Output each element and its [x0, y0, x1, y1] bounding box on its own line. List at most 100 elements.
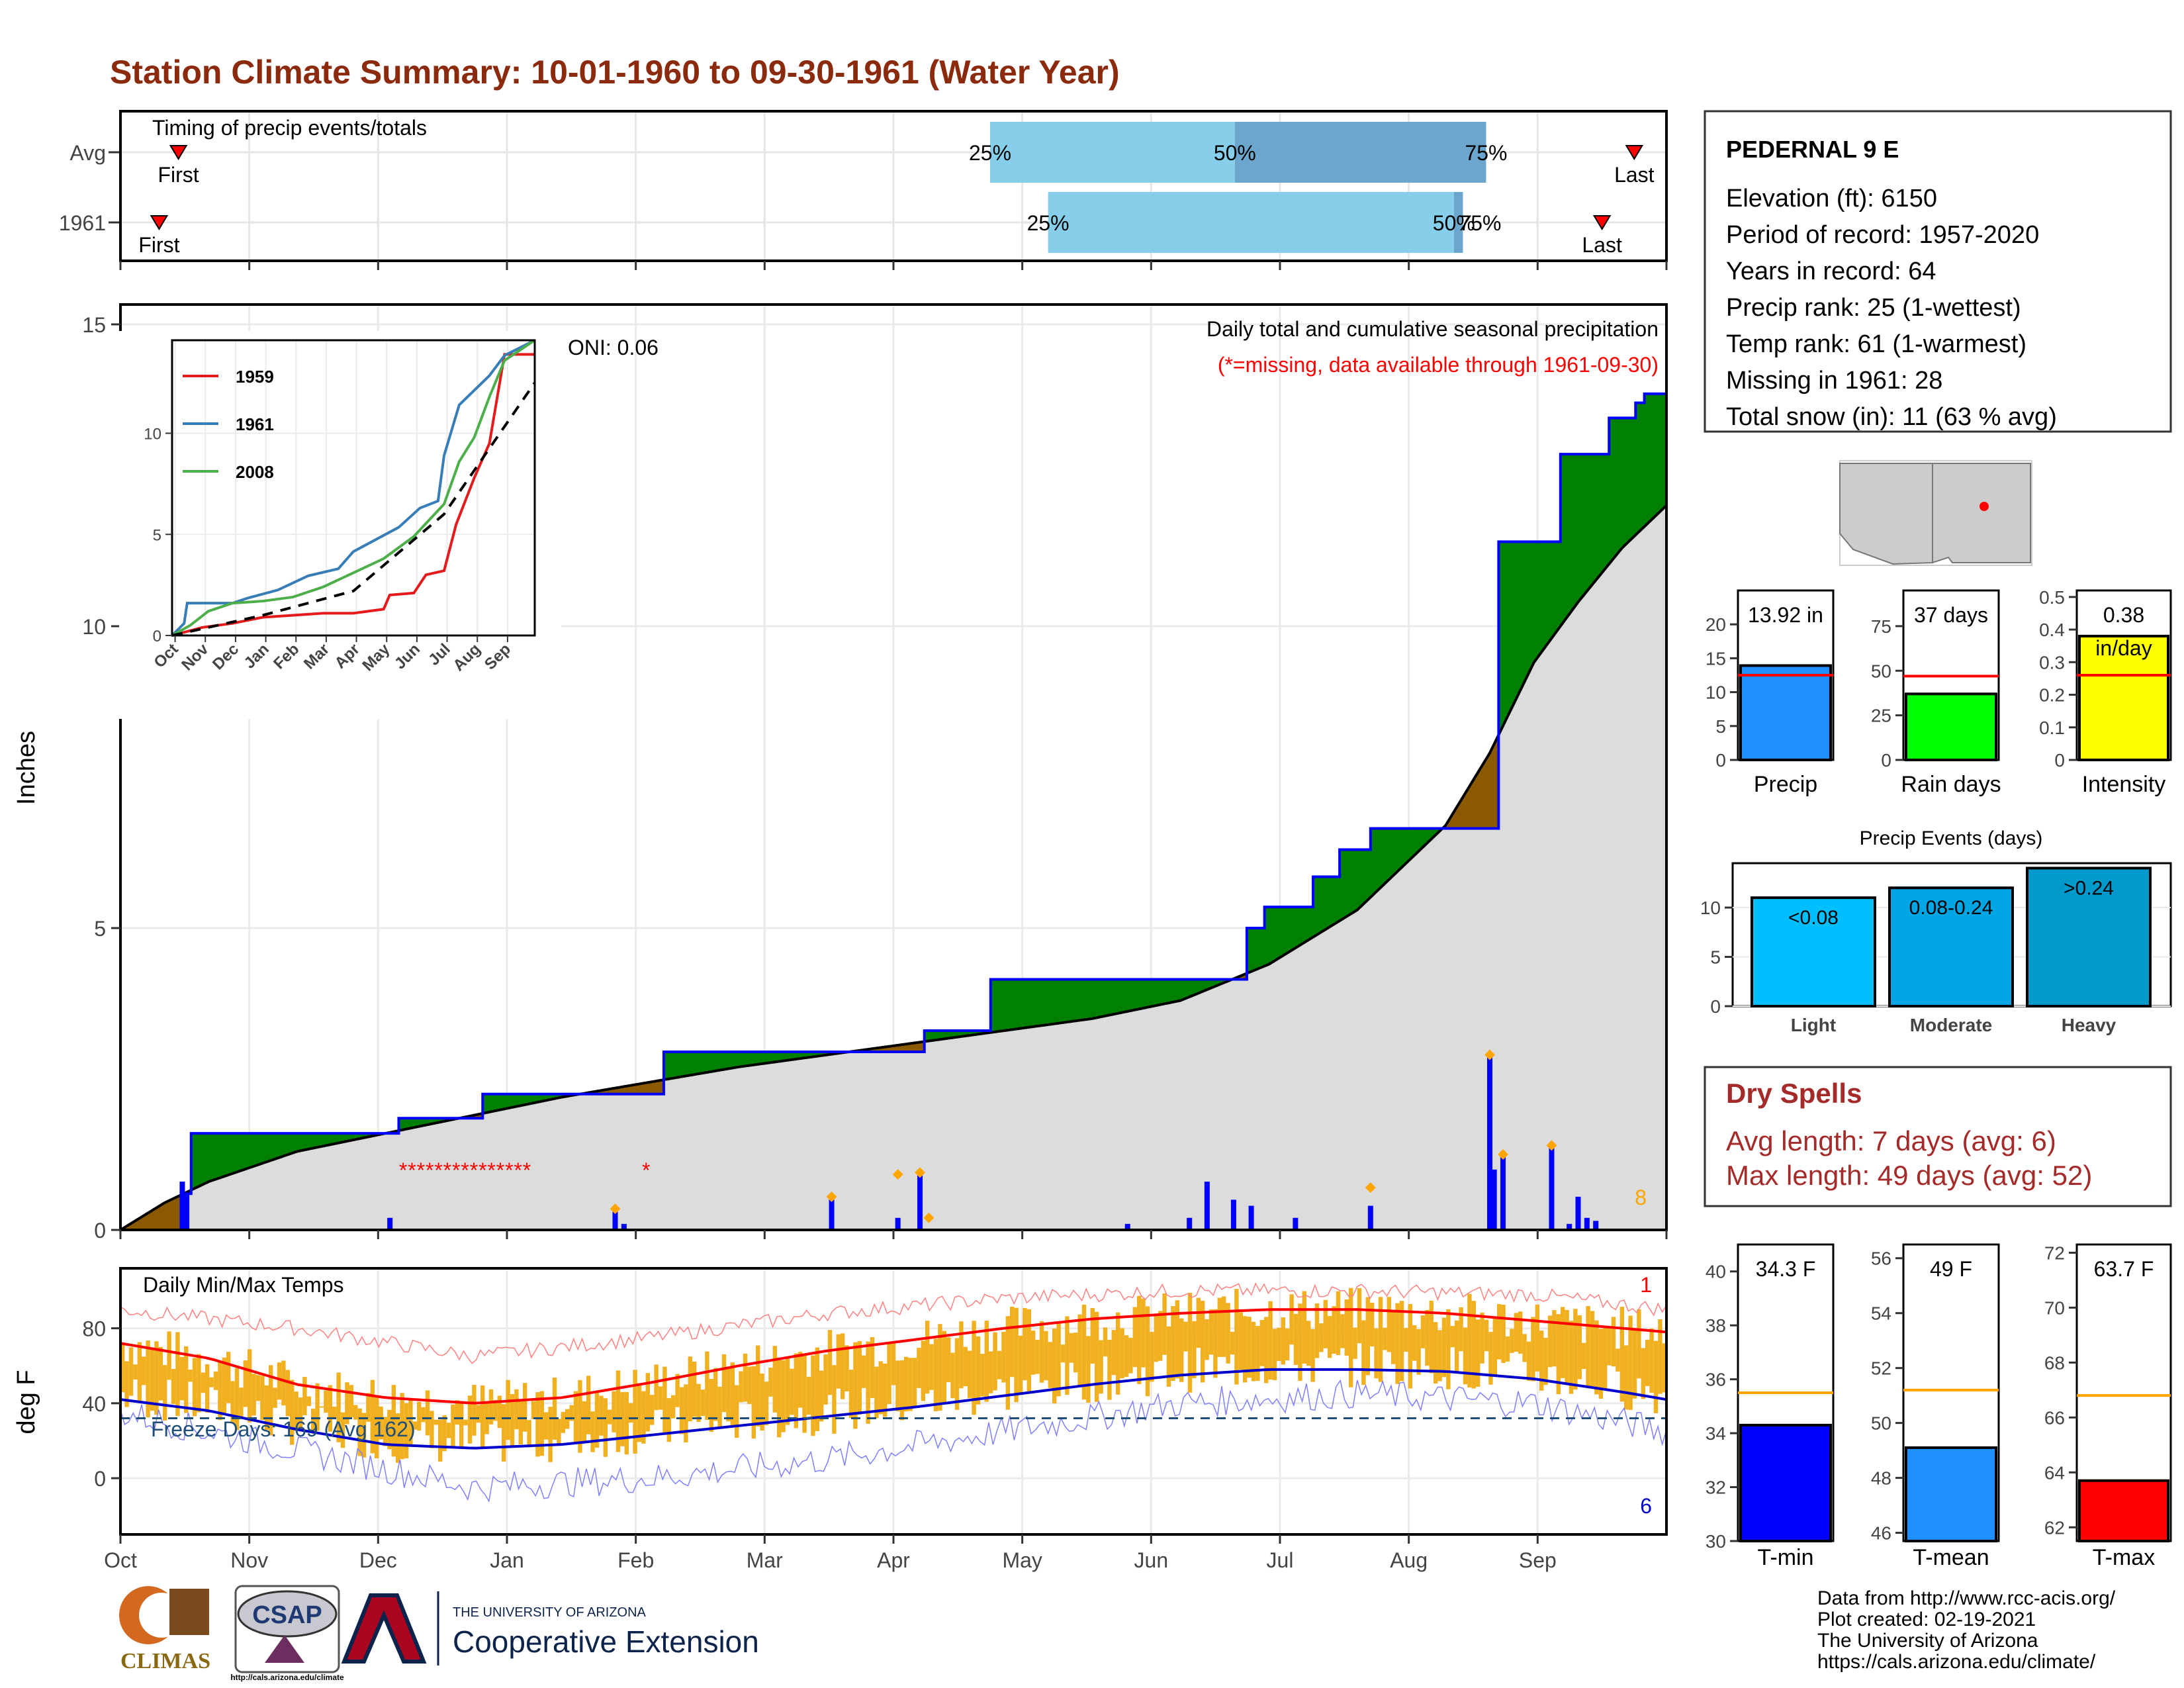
precip-base-area — [361, 1138, 364, 1230]
precip-diff-area — [131, 1222, 134, 1230]
precip-base-area — [1383, 883, 1387, 1230]
precip-base-area — [465, 1118, 468, 1230]
precip-diff-area — [1469, 784, 1473, 829]
precip-base-area — [244, 1169, 247, 1230]
precip-base-area — [1617, 551, 1621, 1231]
precip-base-area — [1540, 651, 1543, 1230]
precip-diff-area — [1370, 828, 1373, 896]
temps-daily-bar — [1332, 1306, 1336, 1354]
precip-missing-marker: * — [478, 1158, 486, 1182]
precip-diff-area — [917, 1042, 921, 1052]
precip-diff-area — [154, 1209, 156, 1230]
precip-diff-area — [884, 1047, 887, 1052]
precip-base-area — [1097, 1017, 1099, 1230]
temps-daily-bar — [472, 1385, 477, 1436]
precip-diff-area — [1563, 454, 1566, 622]
precip-base-area — [904, 1051, 907, 1230]
precip-missing-marker: * — [452, 1158, 460, 1182]
temps-daily-bar — [743, 1353, 748, 1402]
precip-diff-area — [1090, 979, 1093, 1019]
precip-diff-area — [1533, 541, 1537, 661]
precip-missing-marker: * — [461, 1158, 469, 1182]
temps-daily-bar — [1187, 1292, 1193, 1393]
precip-base-area — [946, 1038, 950, 1230]
precip-diff-area — [354, 1133, 357, 1140]
precip-diff-area — [1130, 979, 1133, 1011]
temps-daily-bar — [255, 1375, 261, 1401]
precip-diff-area — [1006, 979, 1009, 1031]
temps-daily-bar — [1497, 1304, 1502, 1360]
precip-diff-area — [1023, 979, 1026, 1028]
temps-daily-bar — [578, 1380, 582, 1453]
temps-daily-bar — [1010, 1306, 1015, 1378]
precip-diff-area — [1644, 393, 1647, 526]
precip-base-area — [1394, 872, 1398, 1230]
temps-daily-bar — [1154, 1315, 1158, 1362]
station-detail-line: Precip rank: 25 (1-wettest) — [1726, 294, 2021, 322]
precip-diff-area — [798, 1051, 801, 1059]
precip-diff-area — [704, 1051, 706, 1073]
precip-diff-area — [717, 1051, 719, 1071]
precip-diff-area — [478, 1114, 481, 1119]
precip-diff-area — [827, 1051, 830, 1055]
precip-base-area — [496, 1110, 499, 1230]
precip-diff-area — [913, 1043, 916, 1052]
precip-diff-area — [973, 1031, 976, 1035]
precip-diff-area — [370, 1133, 373, 1137]
precip-diff-area — [270, 1133, 273, 1160]
station-detail-line: Missing in 1961: 28 — [1726, 367, 1942, 395]
precip-snow-marker — [1484, 1049, 1496, 1060]
minichart-ytick-label: 68 — [2044, 1352, 2065, 1373]
precip-base-area — [714, 1070, 717, 1230]
precip-base-area — [1021, 1028, 1024, 1230]
precip-diff-area — [621, 1086, 625, 1094]
precip-base-area — [734, 1067, 737, 1230]
precip-diff-area — [1105, 979, 1109, 1016]
precip-diff-area — [1066, 979, 1069, 1023]
precip-base-area — [1613, 557, 1616, 1230]
precip-base-area — [732, 1068, 735, 1230]
precip-diff-area — [1220, 979, 1223, 984]
precip-base-area — [445, 1121, 448, 1230]
temps-daily-bar — [802, 1355, 807, 1433]
precip-base-area — [856, 1051, 859, 1230]
precip-diff-area — [1041, 979, 1044, 1026]
precip-base-area — [1284, 954, 1287, 1230]
csap-logo-text: CSAP — [252, 1601, 322, 1629]
temps-daily-bar — [1285, 1328, 1290, 1361]
temps-daily-bar — [1086, 1336, 1091, 1403]
temps-daily-bar — [488, 1389, 494, 1425]
precip-base-area — [1556, 630, 1559, 1230]
temps-daily-bar — [1230, 1331, 1235, 1355]
precip-diff-area — [937, 1031, 940, 1040]
precip-base-area — [1259, 967, 1263, 1230]
precip-diff-area — [1116, 979, 1119, 1013]
temps-daily-bar — [1107, 1339, 1112, 1400]
precip-base-area — [553, 1098, 557, 1230]
temps-daily-bar — [269, 1365, 273, 1436]
precip-base-area — [670, 1078, 673, 1230]
precip-diff-area — [1315, 876, 1318, 935]
precip-diff-area — [1516, 541, 1520, 697]
temps-daily-bar — [451, 1404, 455, 1448]
precip-diff-area — [436, 1118, 439, 1123]
precip-diff-area — [1187, 979, 1190, 998]
temps-daily-bar — [1272, 1329, 1277, 1381]
precip-diff-area — [1253, 928, 1256, 970]
precip-diff-area — [676, 1051, 680, 1078]
precip-base-area — [653, 1094, 656, 1230]
temps-daily-bar — [345, 1382, 349, 1425]
precip-base-area — [1377, 890, 1380, 1230]
precip-diff-area — [1633, 418, 1636, 536]
precip-base-area — [957, 1037, 960, 1230]
precip-base-area — [1639, 530, 1643, 1230]
precip-base-area — [484, 1112, 488, 1230]
precip-diff-area — [299, 1133, 302, 1151]
precip-base-area — [694, 1074, 698, 1230]
precip-base-area — [909, 1051, 912, 1230]
precip-base-area — [277, 1158, 280, 1230]
temps-daily-bar — [315, 1383, 320, 1431]
precip-diff-area — [1156, 979, 1160, 1006]
precip-base-area — [1229, 980, 1232, 1230]
precip-base-area — [1337, 921, 1340, 1230]
